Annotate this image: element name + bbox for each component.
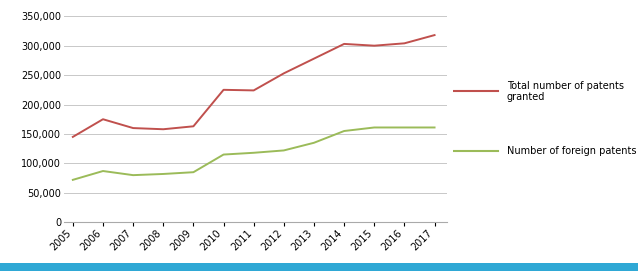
Number of foreign patents granted (310, 141, 318, 144)
Number of foreign patents granted (401, 126, 408, 129)
Total number of patents granted (69, 135, 77, 138)
Total number of patents granted (401, 42, 408, 45)
Number of foreign patents granted (130, 173, 137, 177)
Number of foreign patents granted (371, 126, 378, 129)
Text: Number of foreign patents granted: Number of foreign patents granted (507, 146, 638, 156)
Number of foreign patents granted (69, 178, 77, 182)
Number of foreign patents granted (160, 172, 167, 176)
Total number of patents granted (130, 127, 137, 130)
Total number of patents granted (189, 125, 197, 128)
Number of foreign patents granted (431, 126, 438, 129)
Total number of patents granted (99, 118, 107, 121)
Number of foreign patents granted (189, 170, 197, 174)
Total number of patents granted (340, 42, 348, 46)
Line: Number of foreign patents granted: Number of foreign patents granted (73, 127, 434, 180)
Total number of patents granted (431, 33, 438, 37)
Number of foreign patents granted (280, 149, 288, 152)
Number of foreign patents granted (250, 151, 258, 154)
Number of foreign patents granted (340, 129, 348, 133)
Line: Total number of patents granted: Total number of patents granted (73, 35, 434, 137)
Total number of patents granted (280, 72, 288, 75)
Number of foreign patents granted (219, 153, 227, 156)
Total number of patents granted (371, 44, 378, 47)
Total number of patents granted (310, 57, 318, 60)
Number of foreign patents granted (99, 169, 107, 173)
Total number of patents granted (250, 89, 258, 92)
Text: Total number of patents granted: Total number of patents granted (507, 81, 623, 102)
Total number of patents granted (160, 128, 167, 131)
Total number of patents granted (219, 88, 227, 91)
